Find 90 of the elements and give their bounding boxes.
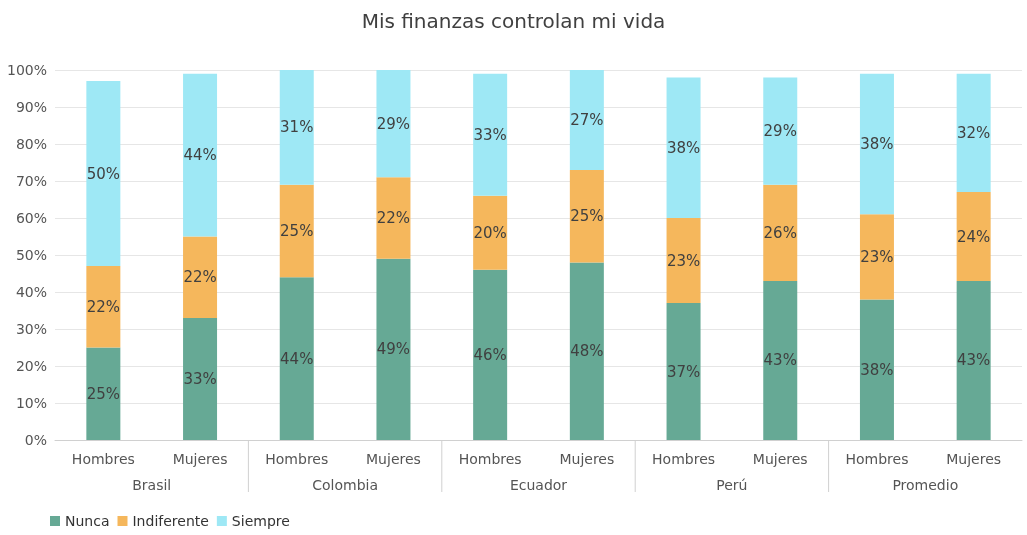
bar bbox=[183, 317, 218, 440]
data-label: 46% bbox=[473, 345, 507, 364]
data-label: 29% bbox=[376, 114, 411, 133]
bar bbox=[279, 70, 314, 185]
text: Promedio bbox=[892, 477, 959, 493]
chart-title: Mis finanzas controlan mi vida bbox=[361, 9, 666, 33]
bar bbox=[859, 73, 894, 215]
data-label: 37% bbox=[666, 362, 701, 381]
data-label: 44% bbox=[280, 349, 314, 368]
bar bbox=[666, 303, 701, 440]
bar bbox=[763, 280, 798, 440]
data-label: 49% bbox=[376, 340, 411, 359]
y-tick-label: 70% bbox=[15, 173, 47, 189]
y-tick-label: 60% bbox=[15, 210, 47, 226]
data-label: 22% bbox=[376, 209, 411, 227]
bar bbox=[279, 184, 314, 278]
bar bbox=[569, 262, 604, 440]
text: Brasil bbox=[132, 477, 172, 493]
data-label: 38% bbox=[860, 360, 894, 379]
text: Perú bbox=[716, 477, 748, 493]
data-label: 33% bbox=[473, 125, 507, 144]
bar bbox=[569, 169, 604, 263]
x-tick-label: Hombres bbox=[458, 451, 522, 467]
bar bbox=[763, 77, 798, 185]
x-tick-label: Mujeres bbox=[559, 451, 615, 467]
x-tick-label: Mujeres bbox=[172, 451, 228, 467]
data-label: 44% bbox=[183, 146, 217, 165]
x-tick-label: Hombres bbox=[71, 451, 135, 467]
data-label: 22% bbox=[86, 297, 121, 316]
data-label: 25% bbox=[86, 384, 121, 403]
bar bbox=[86, 347, 121, 440]
y-tick-label: 30% bbox=[15, 321, 47, 337]
y-tick-label: 40% bbox=[15, 284, 47, 300]
y-tick-label: 50% bbox=[15, 247, 47, 263]
data-label: 32% bbox=[956, 123, 991, 142]
data-label: 22% bbox=[183, 268, 217, 287]
x-tick-label: Mujeres bbox=[752, 451, 808, 467]
data-label: 25% bbox=[570, 207, 604, 226]
data-label: 43% bbox=[763, 351, 797, 370]
data-label: 38% bbox=[666, 138, 701, 157]
data-label: 38% bbox=[860, 135, 894, 153]
bar bbox=[473, 195, 508, 270]
data-label: 25% bbox=[280, 221, 314, 240]
x-tick-label: Hombres bbox=[845, 451, 909, 467]
data-label: 31% bbox=[280, 118, 314, 137]
data-label: 24% bbox=[956, 227, 991, 246]
x-tick-label: Mujeres bbox=[946, 451, 1002, 467]
y-tick-label: 20% bbox=[15, 358, 47, 374]
bar bbox=[569, 70, 604, 170]
data-label: 43% bbox=[956, 351, 991, 370]
bar bbox=[279, 277, 314, 440]
legend-label: Siempre bbox=[231, 513, 290, 529]
bar bbox=[859, 299, 894, 440]
bar bbox=[376, 177, 411, 259]
bar bbox=[376, 70, 411, 178]
legend-label: Nunca bbox=[65, 513, 110, 529]
bar bbox=[666, 218, 701, 304]
bar bbox=[859, 214, 894, 300]
x-tick-label: Hombres bbox=[265, 451, 329, 467]
bar bbox=[86, 266, 121, 348]
text: Ecuador bbox=[509, 477, 568, 493]
y-tick-label: 100% bbox=[6, 62, 47, 78]
data-label: 50% bbox=[86, 164, 121, 183]
data-label: 48% bbox=[570, 342, 604, 361]
y-tick-label: 0% bbox=[24, 432, 47, 448]
legend-label: Indiferente bbox=[132, 513, 209, 529]
bar bbox=[666, 77, 701, 218]
x-tick-label: Mujeres bbox=[366, 451, 421, 467]
data-label: 27% bbox=[570, 110, 604, 129]
data-label: 26% bbox=[763, 223, 797, 242]
bar bbox=[86, 81, 121, 267]
bar bbox=[183, 236, 218, 318]
bar bbox=[763, 184, 798, 281]
bar bbox=[376, 258, 411, 440]
y-tick-label: 10% bbox=[15, 395, 47, 411]
data-label: 23% bbox=[666, 251, 701, 270]
bar bbox=[956, 73, 991, 193]
bar bbox=[473, 269, 508, 440]
bar bbox=[473, 73, 508, 196]
x-tick-label: Hombres bbox=[652, 451, 716, 467]
data-label: 20% bbox=[473, 223, 507, 242]
data-label: 23% bbox=[860, 247, 894, 266]
y-tick-label: 90% bbox=[15, 99, 47, 115]
data-label: 29% bbox=[763, 122, 797, 141]
y-tick-label: 80% bbox=[15, 136, 47, 152]
data-label: 33% bbox=[183, 369, 217, 388]
bar bbox=[956, 192, 991, 281]
text: Colombia bbox=[312, 477, 378, 493]
bar bbox=[183, 73, 218, 237]
bar bbox=[956, 280, 991, 440]
